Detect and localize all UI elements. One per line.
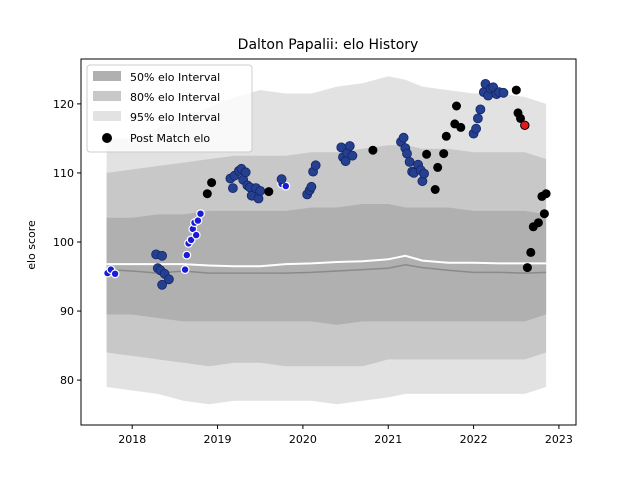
- y-tick-label: 120: [53, 98, 74, 111]
- data-point: [276, 174, 287, 185]
- data-point: [541, 189, 551, 199]
- data-point: [344, 141, 355, 151]
- band-50: [106, 204, 547, 325]
- chart-title: Dalton Papalii: elo History: [238, 37, 419, 53]
- data-point: [419, 168, 430, 179]
- data-point: [310, 160, 321, 171]
- data-point: [347, 150, 358, 161]
- data-point: [163, 274, 174, 285]
- legend-label-post-match: Post Match elo: [130, 132, 210, 145]
- data-point: [191, 230, 201, 240]
- data-point: [398, 132, 409, 143]
- x-tick-label: 2021: [374, 433, 402, 446]
- plot-area: [103, 76, 551, 405]
- data-point: [157, 250, 168, 261]
- legend: 50% elo Interval 80% elo Interval 95% el…: [86, 64, 253, 153]
- data-point: [196, 209, 205, 219]
- data-point: [452, 101, 461, 111]
- data-point: [533, 218, 543, 228]
- data-point: [182, 250, 192, 260]
- data-point: [439, 149, 449, 159]
- data-point: [255, 185, 266, 196]
- data-point: [522, 263, 532, 273]
- y-tick-label: 90: [60, 305, 74, 318]
- data-point: [264, 187, 274, 197]
- data-point: [498, 87, 509, 98]
- x-tick-label: 2020: [289, 433, 317, 446]
- data-point: [472, 113, 483, 124]
- data-point: [306, 181, 317, 192]
- data-point: [402, 148, 412, 159]
- data-point: [281, 181, 291, 191]
- data-point: [240, 167, 251, 178]
- data-point: [516, 113, 525, 123]
- data-point: [110, 269, 120, 279]
- axis-ticks: 2018 2019 2020 2021 2022 2023 80 90 100 110 120: [53, 98, 573, 446]
- legend-swatch-80: [93, 91, 121, 101]
- legend-swatch-95: [93, 111, 121, 121]
- data-point: [227, 183, 238, 194]
- data-point: [539, 209, 549, 219]
- data-point: [180, 265, 190, 275]
- x-tick-label: 2022: [460, 433, 488, 446]
- x-tick-label: 2018: [118, 433, 146, 446]
- y-tick-label: 80: [60, 374, 74, 387]
- x-tick-label: 2019: [204, 433, 232, 446]
- data-point: [404, 156, 415, 167]
- legend-label-95: 95% elo Interval: [130, 111, 220, 124]
- legend-label-50: 50% elo Interval: [130, 71, 220, 84]
- data-point: [475, 104, 486, 115]
- data-point: [157, 279, 168, 290]
- data-point: [430, 185, 440, 194]
- data-point: [207, 178, 217, 188]
- data-point: [202, 189, 212, 199]
- y-axis-label: elo score: [25, 220, 38, 270]
- y-tick-label: 110: [53, 167, 74, 180]
- legend-swatch-50: [93, 71, 121, 81]
- data-point: [520, 120, 530, 131]
- y-tick-label: 100: [53, 236, 74, 249]
- data-point: [422, 149, 432, 159]
- legend-marker-post-match: [102, 133, 112, 143]
- data-point: [511, 85, 521, 95]
- x-tick-label: 2023: [545, 433, 573, 446]
- data-point: [471, 123, 482, 134]
- data-point: [441, 131, 451, 141]
- data-point: [456, 122, 466, 132]
- data-point: [368, 145, 378, 155]
- data-point: [433, 162, 443, 172]
- legend-frame: [86, 64, 253, 153]
- legend-label-80: 80% elo Interval: [130, 91, 220, 104]
- mean-line: [106, 254, 547, 268]
- data-point: [526, 247, 536, 257]
